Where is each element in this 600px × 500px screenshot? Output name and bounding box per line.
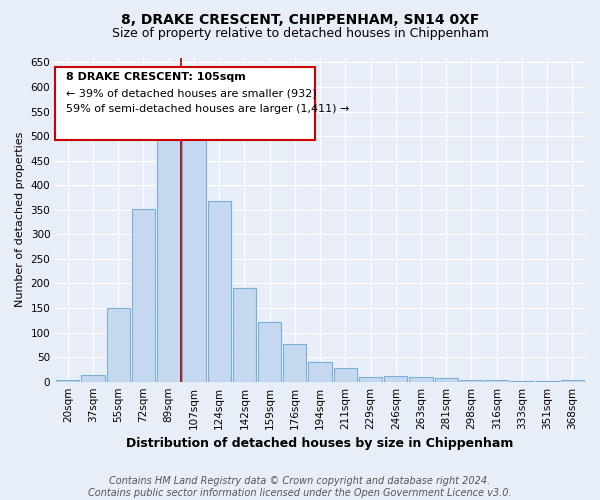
Bar bbox=[56, 380, 79, 382]
Text: 8 DRAKE CRESCENT: 105sqm: 8 DRAKE CRESCENT: 105sqm bbox=[66, 72, 245, 82]
Bar bbox=[561, 380, 584, 382]
Text: Size of property relative to detached houses in Chippenham: Size of property relative to detached ho… bbox=[112, 28, 488, 40]
Bar bbox=[283, 344, 307, 382]
Bar bbox=[409, 378, 433, 382]
Text: Contains HM Land Registry data © Crown copyright and database right 2024.
Contai: Contains HM Land Registry data © Crown c… bbox=[88, 476, 512, 498]
Text: 8, DRAKE CRESCENT, CHIPPENHAM, SN14 0XF: 8, DRAKE CRESCENT, CHIPPENHAM, SN14 0XF bbox=[121, 12, 479, 26]
Text: 59% of semi-detached houses are larger (1,411) →: 59% of semi-detached houses are larger (… bbox=[66, 104, 349, 114]
Y-axis label: Number of detached properties: Number of detached properties bbox=[15, 132, 25, 308]
Bar bbox=[208, 201, 231, 382]
Bar bbox=[132, 209, 155, 382]
Bar bbox=[334, 368, 357, 382]
Bar bbox=[308, 362, 332, 382]
Text: ← 39% of detached houses are smaller (932): ← 39% of detached houses are smaller (93… bbox=[66, 88, 316, 99]
Bar bbox=[82, 375, 104, 382]
FancyBboxPatch shape bbox=[55, 67, 315, 140]
Bar bbox=[485, 380, 508, 382]
Bar bbox=[359, 377, 382, 382]
Bar bbox=[182, 136, 206, 382]
Bar bbox=[107, 308, 130, 382]
X-axis label: Distribution of detached houses by size in Chippenham: Distribution of detached houses by size … bbox=[127, 437, 514, 450]
Bar bbox=[460, 380, 483, 382]
Bar bbox=[157, 122, 181, 382]
Bar bbox=[434, 378, 458, 382]
Bar bbox=[258, 322, 281, 382]
Bar bbox=[233, 288, 256, 382]
Bar bbox=[384, 376, 407, 382]
Bar bbox=[511, 380, 533, 382]
